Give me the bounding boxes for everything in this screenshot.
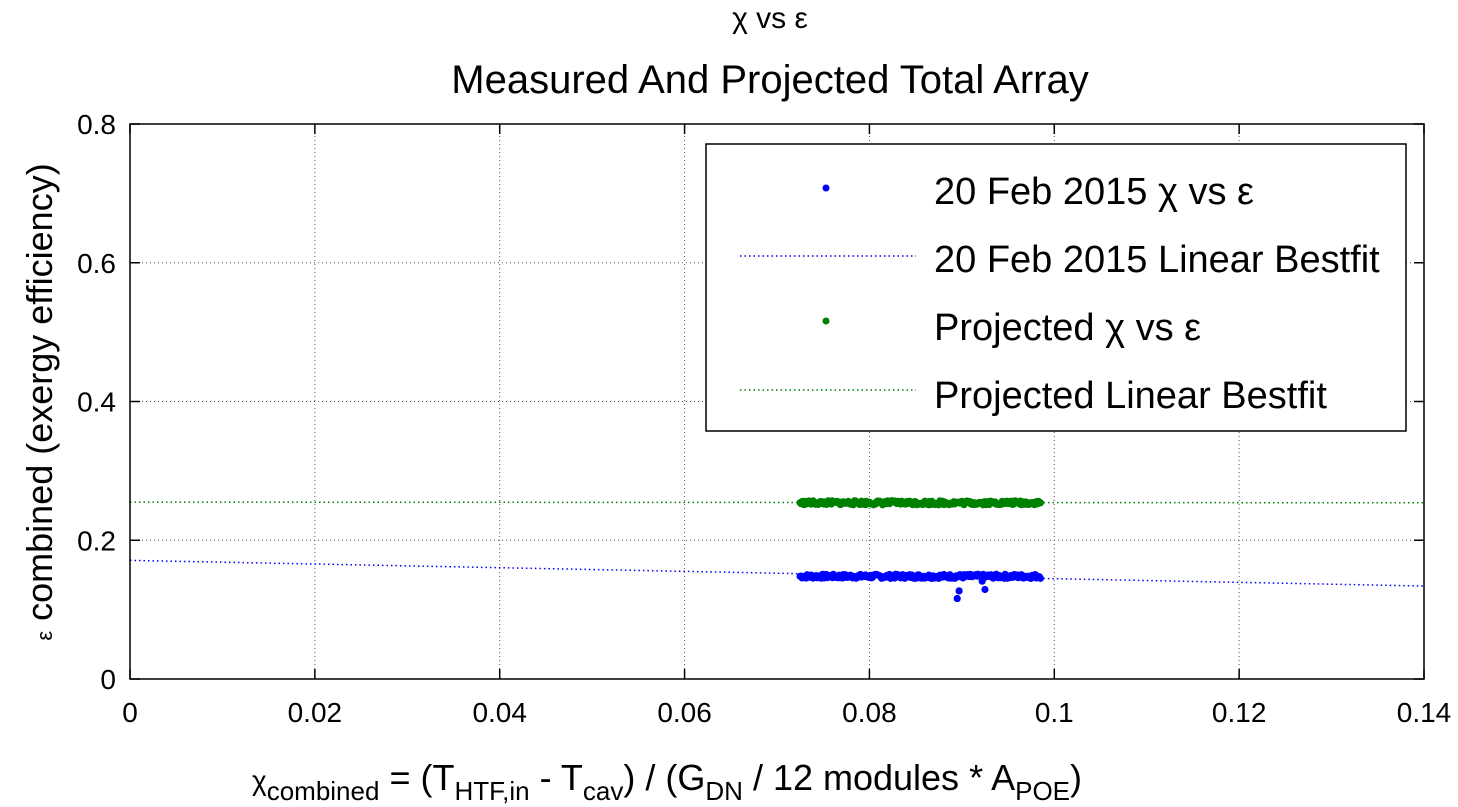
data-point-outlier [955,587,963,595]
svg-text:20 Feb 2015 χ vs ε: 20 Feb 2015 χ vs ε [934,171,1254,213]
data-point [1036,499,1045,507]
legend-box [705,143,1407,432]
x-tick-label: 0.14 [1397,697,1452,728]
data-point-outlier [953,594,961,603]
legend-label-measured-scatter: 20 Feb 2015 χ vs ε [934,171,1254,213]
x-tick-label: 0.04 [472,697,527,728]
data-point [1036,574,1045,582]
y-tick-label: 0.8 [77,109,116,140]
chart-title-line-2: Measured And Projected Total Array [451,58,1088,102]
chart-title-line-1: χ vs ε [732,2,808,35]
x-tick-label: 0.06 [657,697,712,728]
y-tick-label: 0.2 [77,525,116,556]
y-tick-label: 0 [100,664,116,695]
x-tick-label: 0.1 [1035,697,1074,728]
legend-label-measured-fit: 20 Feb 2015 Linear Bestfit [934,239,1380,281]
x-axis-label: χcombined = (THTF,in - Tcav) / (GDN / 12… [252,757,1082,806]
svg-text:ε combined (exergy efficiency): ε combined (exergy efficiency) [19,163,60,640]
svg-text:χcombined = (THTF,in - Tcav) /: χcombined = (THTF,in - Tcav) / (GDN / 12… [252,757,1082,806]
x-tick-label: 0.02 [288,697,343,728]
legend: 20 Feb 2015 χ vs ε 20 Feb 2015 Linear Be… [705,143,1407,432]
x-tick-label: 0.08 [842,697,897,728]
axis-ticks: 0 0.02 0.04 0.06 0.08 0.1 0.12 0.14 0 0.2 0.4 0.6 0.… [77,109,1451,728]
y-axis-label: ε combined (exergy efficiency) [19,163,60,640]
y-tick-label: 0.6 [77,248,116,279]
legend-label-projected-scatter: Projected χ vs ε [934,307,1201,349]
legend-marker-measured [822,184,830,192]
data-point-outlier [978,577,986,585]
data-point-outlier [981,585,989,594]
legend-marker-projected [822,317,830,325]
plot-frame [129,123,1425,680]
x-tick-label: 0.12 [1212,697,1267,728]
legend-label-projected-fit: Projected Linear Bestfit [934,375,1327,417]
x-tick-label: 0 [122,697,138,728]
data-points [796,497,1045,603]
y-tick-label: 0.4 [77,387,116,418]
